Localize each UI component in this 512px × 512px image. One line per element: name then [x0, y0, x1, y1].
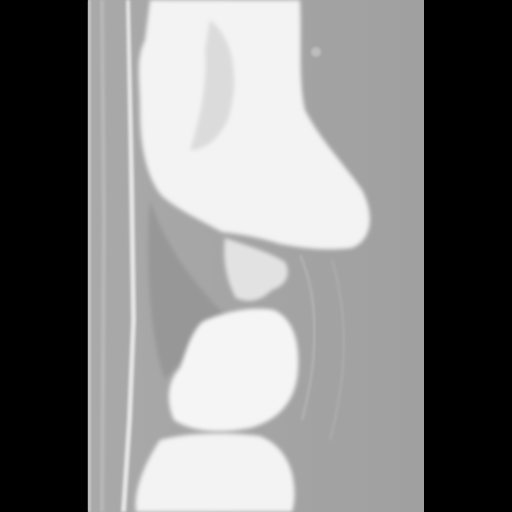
anterior-fascia-line-1 [299, 254, 316, 421]
middle-bright-organ [168, 308, 299, 432]
upper-bright-organ [138, 0, 370, 250]
fascia-stripe [100, 0, 106, 512]
lower-bright-organ [135, 433, 295, 512]
connecting-segment [224, 238, 288, 301]
skin-edge-left [88, 0, 91, 512]
small-vessel-dot [311, 47, 321, 57]
internal-streak [190, 20, 235, 150]
right-background [424, 0, 512, 512]
posterior-wall-stripe [121, 0, 136, 512]
anterior-fascia-line-2 [329, 259, 345, 441]
